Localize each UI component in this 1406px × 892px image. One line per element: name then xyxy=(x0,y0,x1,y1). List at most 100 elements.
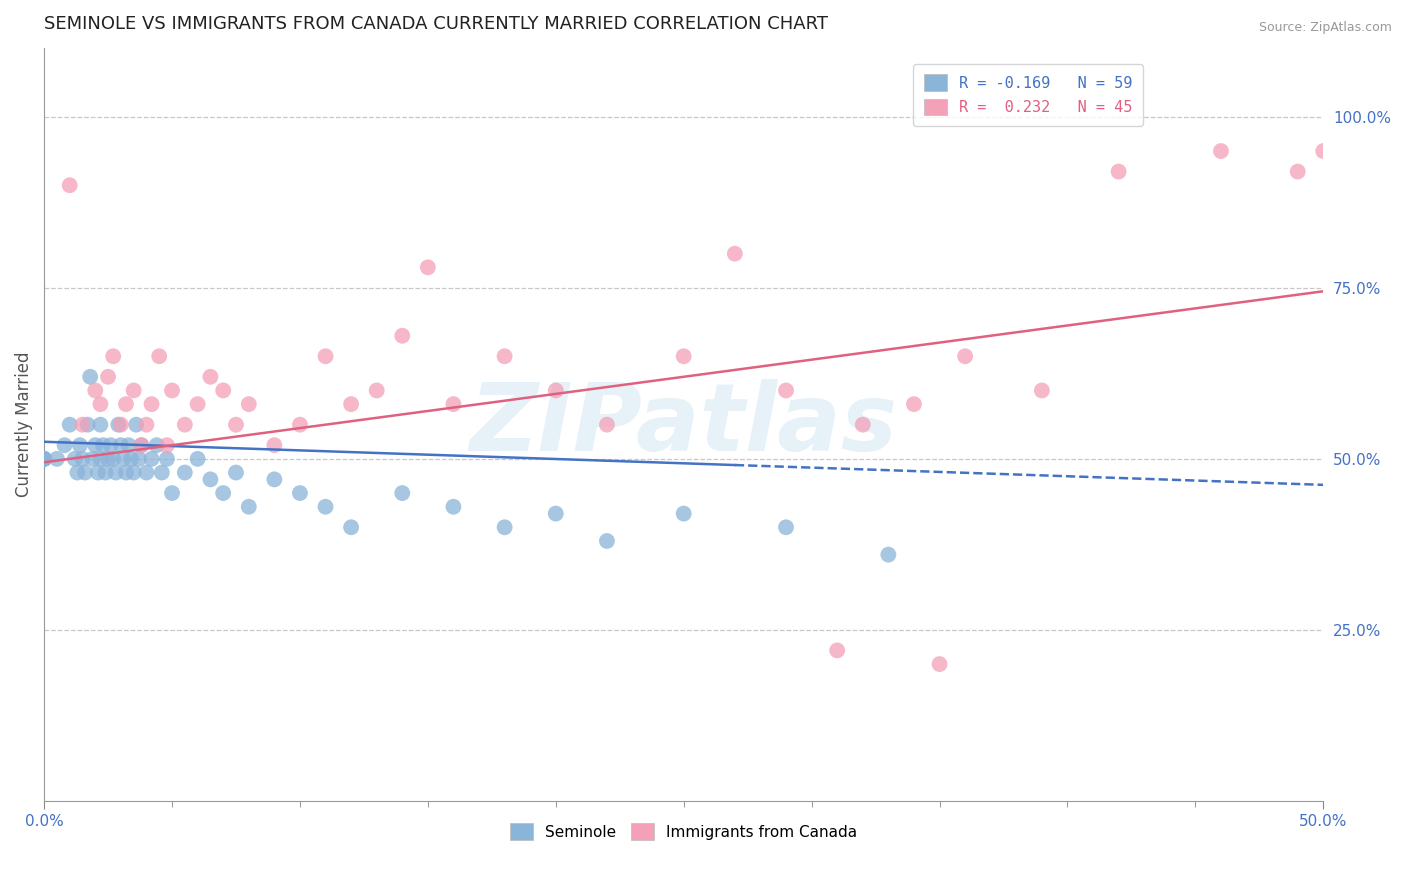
Point xyxy=(416,260,439,275)
Point xyxy=(156,451,179,466)
Point xyxy=(97,369,120,384)
Point xyxy=(150,466,173,480)
Legend: Seminole, Immigrants from Canada: Seminole, Immigrants from Canada xyxy=(503,817,863,846)
Point xyxy=(97,451,120,466)
Point xyxy=(122,466,145,480)
Point xyxy=(340,397,363,411)
Point xyxy=(115,397,138,411)
Point xyxy=(89,397,111,411)
Point xyxy=(391,328,413,343)
Point xyxy=(443,397,465,411)
Point xyxy=(112,451,135,466)
Point xyxy=(32,451,55,466)
Point xyxy=(125,417,148,432)
Point xyxy=(59,178,82,193)
Point xyxy=(200,369,222,384)
Point xyxy=(340,520,363,534)
Point xyxy=(315,500,337,514)
Point xyxy=(141,451,163,466)
Point xyxy=(263,438,285,452)
Point xyxy=(544,384,567,398)
Point xyxy=(131,438,153,452)
Point xyxy=(82,451,104,466)
Point xyxy=(66,466,89,480)
Point xyxy=(135,466,157,480)
Point xyxy=(53,438,76,452)
Text: Source: ZipAtlas.com: Source: ZipAtlas.com xyxy=(1258,21,1392,34)
Point xyxy=(928,657,950,671)
Point xyxy=(173,466,195,480)
Point xyxy=(107,417,129,432)
Point xyxy=(443,500,465,514)
Text: SEMINOLE VS IMMIGRANTS FROM CANADA CURRENTLY MARRIED CORRELATION CHART: SEMINOLE VS IMMIGRANTS FROM CANADA CURRE… xyxy=(44,15,828,33)
Point xyxy=(212,384,235,398)
Point xyxy=(73,466,96,480)
Point xyxy=(494,349,516,363)
Point xyxy=(238,500,260,514)
Point xyxy=(596,417,619,432)
Point xyxy=(315,349,337,363)
Point xyxy=(852,417,875,432)
Point xyxy=(69,438,91,452)
Point xyxy=(110,417,132,432)
Point xyxy=(145,438,167,452)
Point xyxy=(117,438,139,452)
Point xyxy=(366,384,388,398)
Point xyxy=(148,349,170,363)
Point xyxy=(1312,144,1334,158)
Point xyxy=(103,451,125,466)
Point xyxy=(87,466,110,480)
Point xyxy=(775,384,797,398)
Point xyxy=(32,451,55,466)
Point xyxy=(672,507,695,521)
Point xyxy=(79,369,101,384)
Point xyxy=(877,548,900,562)
Point xyxy=(494,520,516,534)
Point xyxy=(288,417,311,432)
Point xyxy=(1108,164,1130,178)
Point xyxy=(825,643,848,657)
Point xyxy=(212,486,235,500)
Point xyxy=(59,417,82,432)
Text: ZIPatlas: ZIPatlas xyxy=(470,379,898,471)
Point xyxy=(115,466,138,480)
Point xyxy=(160,486,183,500)
Point xyxy=(544,507,567,521)
Point xyxy=(1031,384,1053,398)
Point xyxy=(238,397,260,411)
Point xyxy=(104,466,127,480)
Point xyxy=(76,417,98,432)
Y-axis label: Currently Married: Currently Married xyxy=(15,352,32,498)
Point xyxy=(110,438,132,452)
Point xyxy=(131,438,153,452)
Point xyxy=(672,349,695,363)
Point xyxy=(141,397,163,411)
Point xyxy=(84,384,107,398)
Point xyxy=(91,438,114,452)
Point xyxy=(173,417,195,432)
Point xyxy=(84,438,107,452)
Point xyxy=(135,417,157,432)
Point xyxy=(94,466,117,480)
Point xyxy=(1286,164,1309,178)
Point xyxy=(596,533,619,548)
Point xyxy=(156,438,179,452)
Point xyxy=(200,472,222,486)
Point xyxy=(225,417,247,432)
Point xyxy=(45,451,67,466)
Point xyxy=(72,451,94,466)
Point xyxy=(100,438,122,452)
Point xyxy=(128,451,150,466)
Point xyxy=(122,384,145,398)
Point xyxy=(903,397,925,411)
Point xyxy=(263,472,285,486)
Point xyxy=(391,486,413,500)
Point xyxy=(724,246,747,260)
Point xyxy=(1209,144,1232,158)
Point xyxy=(89,417,111,432)
Point xyxy=(32,451,55,466)
Point xyxy=(288,486,311,500)
Point xyxy=(953,349,976,363)
Point xyxy=(89,451,111,466)
Point xyxy=(225,466,247,480)
